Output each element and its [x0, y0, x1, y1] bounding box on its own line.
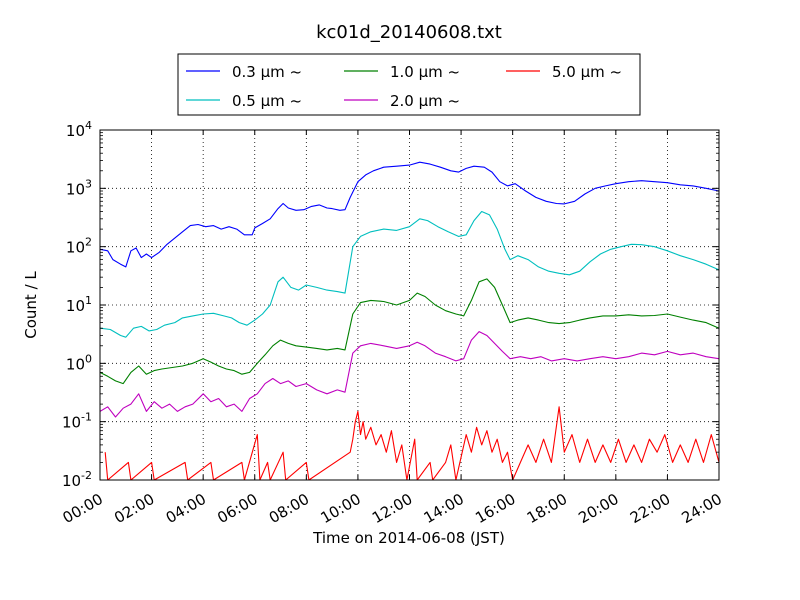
x-tick-label: 00:00 — [60, 490, 106, 527]
legend-frame — [177, 53, 641, 116]
legend: 0.3 μm ~ 0.5 μm ~ 1.0 μm ~ 2.0 μm ~ 5.0 μm ~ — [177, 53, 641, 116]
x-tick-label: 24:00 — [679, 490, 725, 527]
series-line-1 — [100, 210, 719, 338]
x-tick-label: 12:00 — [369, 490, 415, 527]
x-tick-label: 14:00 — [421, 490, 467, 527]
plot-area: 00:00 02:00 04:00 06:00 08:00 10:00 12:00 14:00… — [60, 119, 725, 527]
legend-label: 0.3 μm ~ — [232, 63, 302, 81]
y-tick-label: 104 — [66, 119, 92, 140]
x-tick-label: 02:00 — [111, 490, 157, 527]
y-tick-label: 102 — [66, 236, 92, 257]
x-tick-label: 16:00 — [472, 490, 518, 527]
x-tick-labels: 00:00 02:00 04:00 06:00 08:00 10:00 12:00 14:00… — [60, 490, 725, 527]
x-tick-label: 22:00 — [627, 490, 673, 527]
legend-label: 1.0 μm ~ — [390, 63, 460, 81]
series-line-4 — [104, 406, 719, 480]
y-tick-label: 100 — [66, 352, 92, 373]
y-tick-label: 101 — [66, 294, 92, 315]
y-tick-label: 10-1 — [62, 411, 92, 432]
series-line-0 — [100, 161, 719, 268]
ticks — [99, 129, 720, 481]
x-tick-label: 10:00 — [317, 490, 363, 527]
y-axis-label: Count / L — [22, 271, 40, 339]
x-tick-label: 18:00 — [524, 490, 570, 527]
y-tick-label: 103 — [66, 177, 92, 198]
chart-title: kc01d_20140608.txt — [316, 22, 502, 43]
x-tick-label: 20:00 — [575, 490, 621, 527]
x-tick-label: 04:00 — [163, 490, 209, 527]
x-tick-label: 06:00 — [214, 490, 260, 527]
y-tick-labels: 10-2 10-1 100 101 102 103 104 — [62, 119, 92, 490]
series-line-2 — [100, 278, 719, 385]
y-tick-label: 10-2 — [62, 469, 92, 490]
x-tick-label: 08:00 — [266, 490, 312, 527]
legend-label: 2.0 μm ~ — [390, 92, 460, 110]
series-layer — [100, 161, 719, 480]
legend-label: 0.5 μm ~ — [232, 92, 302, 110]
series-line-3 — [100, 331, 719, 418]
legend-label: 5.0 μm ~ — [552, 63, 622, 81]
x-axis-label: Time on 2014-06-08 (JST) — [312, 529, 505, 547]
